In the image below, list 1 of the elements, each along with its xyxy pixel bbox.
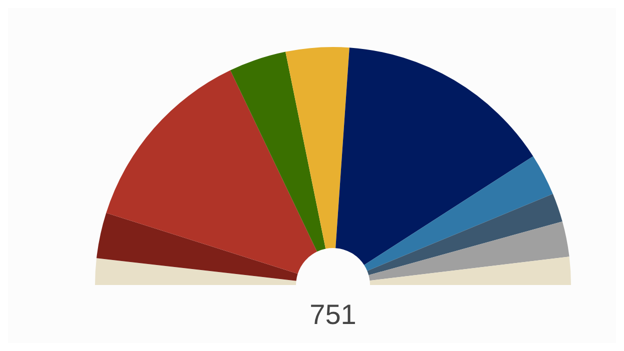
text: 751	[310, 299, 356, 330]
